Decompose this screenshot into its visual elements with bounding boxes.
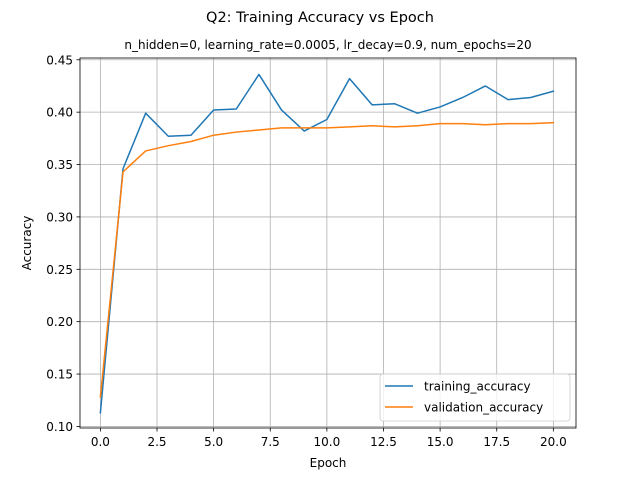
- y-tick-label: 0.25: [46, 263, 73, 277]
- x-tick-label: 17.5: [483, 435, 510, 449]
- y-tick-label: 0.40: [46, 106, 73, 120]
- legend-box: [379, 373, 571, 422]
- legend: training_accuracy validation_accuracy: [379, 373, 571, 422]
- y-tick-label: 0.15: [46, 368, 73, 382]
- x-axis-label: Epoch: [310, 456, 347, 470]
- y-tick-label: 0.45: [46, 53, 73, 67]
- grid: [80, 58, 576, 428]
- y-tick-label: 0.30: [46, 210, 73, 224]
- x-tick-label: 0.0: [91, 435, 110, 449]
- series-line-validation-accuracy: [99, 121, 555, 398]
- series-lines: [99, 73, 555, 414]
- y-tick-label: 0.35: [46, 158, 73, 172]
- plot-frame: [79, 57, 577, 429]
- x-tick-label: 15.0: [427, 435, 454, 449]
- y-tick-label: 0.20: [46, 315, 73, 329]
- x-tick-label: 20.0: [540, 435, 567, 449]
- legend-label: validation_accuracy: [424, 401, 543, 415]
- y-tick-label: 0.10: [46, 420, 73, 434]
- x-tick-label: 12.5: [370, 435, 397, 449]
- series-line-training-accuracy: [99, 73, 555, 414]
- x-tick-label: 7.5: [261, 435, 280, 449]
- y-axis-label: Accuracy: [20, 216, 34, 271]
- chart-subtitle: n_hidden=0, learning_rate=0.0005, lr_dec…: [124, 38, 531, 52]
- x-tick-label: 2.5: [147, 435, 166, 449]
- chart-title: Q2: Training Accuracy vs Epoch: [206, 10, 434, 26]
- axis-ticks: 0.0 2.5 5.0 7.5 10.0 12.5 15.0 17.5 20.0 0.10 0.15…: [46, 53, 566, 449]
- legend-label: training_accuracy: [424, 380, 531, 394]
- x-tick-label: 5.0: [204, 435, 223, 449]
- x-tick-label: 10.0: [314, 435, 341, 449]
